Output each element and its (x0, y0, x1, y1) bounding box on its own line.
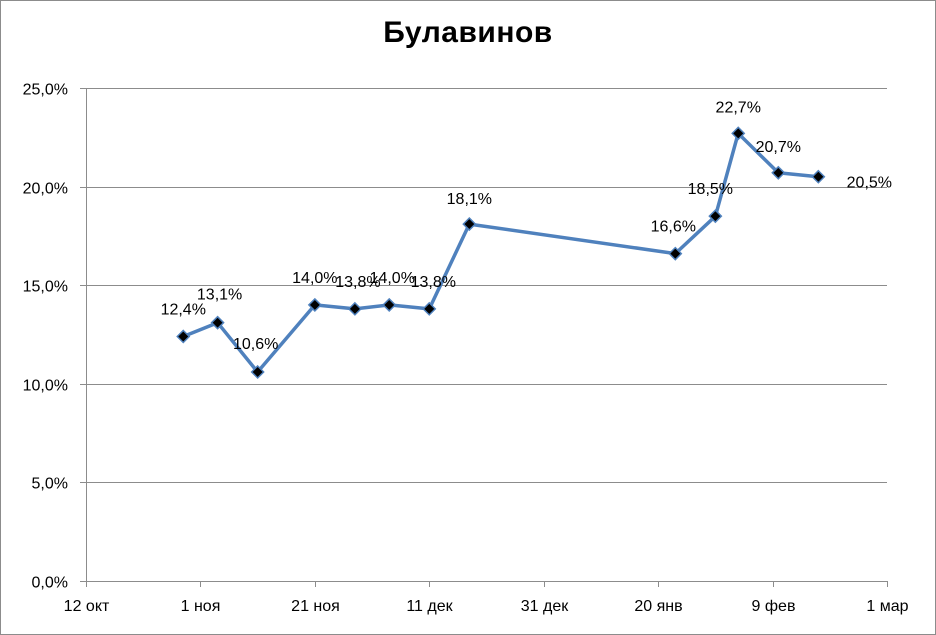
x-tick-label: 9 фев (752, 598, 796, 615)
data-point (668, 246, 683, 261)
data-label: 12,4% (161, 301, 206, 318)
y-tick-label: 0,0% (32, 575, 68, 592)
data-label: 18,5% (688, 181, 733, 198)
data-label: 22,7% (716, 99, 761, 116)
data-point (347, 301, 362, 316)
data-label: 13,8% (335, 274, 380, 291)
data-label: 14,0% (292, 270, 337, 287)
data-label: 13,1% (197, 287, 242, 304)
data-point (307, 297, 322, 312)
x-tick-label: 1 мар (866, 598, 908, 615)
data-point (462, 217, 477, 232)
data-point (210, 315, 225, 330)
y-tick-label: 20,0% (23, 181, 68, 198)
data-label: 14,0% (370, 270, 415, 287)
y-tick-label: 15,0% (23, 279, 68, 296)
data-point (811, 169, 826, 184)
data-label: 20,5% (847, 175, 892, 192)
y-tick-label: 10,0% (23, 378, 68, 395)
x-tick-label: 11 дек (406, 598, 453, 615)
data-point (771, 165, 786, 180)
y-tick-label: 5,0% (32, 476, 68, 493)
data-point (708, 209, 723, 224)
data-point (382, 297, 397, 312)
x-tick-label: 20 янв (634, 598, 682, 615)
data-point (731, 126, 746, 141)
data-label: 13,8% (411, 274, 456, 291)
data-point (250, 364, 265, 380)
data-point (176, 329, 191, 344)
x-tick-label: 12 окт (64, 598, 110, 615)
x-tick-label: 31 дек (521, 598, 569, 615)
data-label: 20,7% (756, 139, 801, 156)
data-label: 18,1% (447, 191, 492, 208)
data-label: 10,6% (233, 336, 278, 353)
x-tick-label: 1 ноя (181, 598, 221, 615)
data-label: 16,6% (651, 219, 696, 236)
chart-title: Булавинов (383, 16, 553, 49)
data-point (422, 301, 437, 316)
x-tick-label: 21 ноя (291, 598, 340, 615)
series-line (181, 131, 821, 374)
y-tick-label: 25,0% (23, 82, 68, 99)
